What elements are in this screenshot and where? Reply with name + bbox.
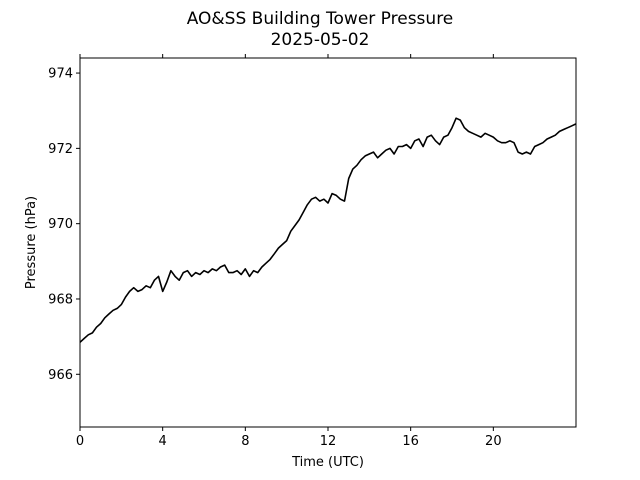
x-tick-label: 16 — [402, 434, 419, 449]
x-tick-label: 4 — [159, 434, 167, 449]
y-tick-label: 972 — [48, 142, 73, 157]
chart-subtitle: 2025-05-02 — [271, 30, 370, 50]
y-tick-label: 966 — [48, 368, 73, 383]
y-axis-label: Pressure (hPa) — [24, 196, 39, 289]
x-tick-label: 8 — [241, 434, 249, 449]
chart-title: AO&SS Building Tower Pressure — [187, 9, 454, 29]
plot-area-frame — [80, 58, 576, 427]
y-tick-label: 968 — [48, 292, 73, 307]
y-tick-label: 974 — [48, 67, 73, 82]
x-tick-label: 12 — [320, 434, 337, 449]
x-axis-label: Time (UTC) — [291, 455, 364, 470]
ticks-layer: 0 4 8 12 16 20 966 968 970 972 974 — [48, 54, 501, 449]
y-tick-label: 970 — [48, 217, 73, 232]
series-layer — [80, 118, 576, 342]
pressure-series-line — [80, 118, 576, 342]
x-tick-label: 0 — [76, 434, 84, 449]
x-tick-label: 20 — [485, 434, 502, 449]
